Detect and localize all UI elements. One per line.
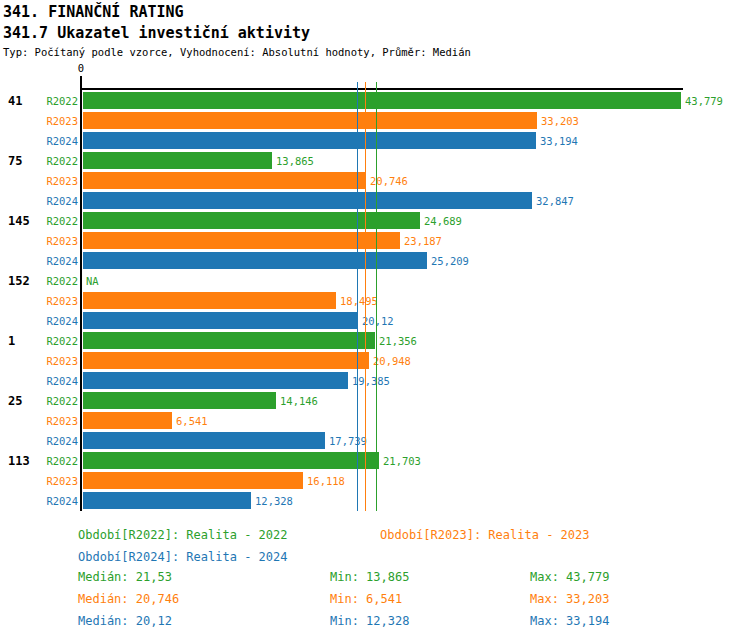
bar-value-label: 18,495 (340, 295, 378, 307)
bar-row-label-r2023: R2023 (36, 475, 78, 487)
group-label-75: 75 (8, 154, 22, 168)
bar-r2024-group-152 (83, 312, 358, 329)
bar-row-label-r2024: R2024 (36, 255, 78, 267)
bar-value-label: 12,328 (255, 495, 293, 507)
bar-value-label: 6,541 (176, 415, 208, 427)
bar-row-label-r2024: R2024 (36, 375, 78, 387)
median-line-r2022 (376, 82, 377, 511)
median-line-r2024 (357, 82, 358, 511)
bar-r2023-group-41 (83, 112, 537, 129)
bar-row-label-r2022: R2022 (36, 155, 78, 167)
bar-row-label-r2024: R2024 (36, 495, 78, 507)
group-label-145: 145 (8, 214, 30, 228)
bar-r2024-group-113 (83, 492, 251, 509)
bar-value-label: 20,12 (362, 315, 394, 327)
bar-value-label: 20,948 (373, 355, 411, 367)
bar-row-label-r2022: R2022 (36, 455, 78, 467)
bar-value-label: 43,779 (685, 95, 723, 107)
bar-row-label-r2024: R2024 (36, 435, 78, 447)
bar-value-label: 24,689 (424, 215, 462, 227)
bar-r2024-group-25 (83, 432, 325, 449)
bar-r2023-group-145 (83, 232, 400, 249)
stat-min-r2022: Min: 13,865 (330, 570, 409, 584)
bar-r2024-group-41 (83, 132, 536, 149)
bar-row-label-r2022: R2022 (36, 95, 78, 107)
median-line-r2023 (365, 82, 366, 511)
bar-value-label: 23,187 (404, 235, 442, 247)
bar-r2022-group-145 (83, 212, 420, 229)
chart-screenshot: 341. FINANČNÍ RATING 341.7 Ukazatel inve… (0, 0, 750, 632)
bar-value-label: 14,146 (280, 395, 318, 407)
x-axis-line (82, 88, 683, 90)
bar-row-label-r2023: R2023 (36, 295, 78, 307)
bar-row-label-r2023: R2023 (36, 355, 78, 367)
bar-r2022-group-75 (83, 152, 272, 169)
group-label-41: 41 (8, 94, 22, 108)
bar-r2023-group-113 (83, 472, 303, 489)
bar-row-label-r2023: R2023 (36, 115, 78, 127)
stat-min-r2024: Min: 12,328 (330, 614, 409, 628)
bar-r2022-group-1 (83, 332, 375, 349)
bar-r2022-group-41 (83, 92, 681, 109)
stat-median-r2023: Medián: 20,746 (78, 592, 179, 606)
chart-subtitle: 341.7 Ukazatel investiční aktivity (3, 24, 310, 42)
bar-value-label: 32,847 (536, 195, 574, 207)
bar-value-na-label: NA (86, 275, 99, 287)
bar-value-label: 13,865 (276, 155, 314, 167)
group-label-152: 152 (8, 274, 30, 288)
stat-max-r2024: Max: 33,194 (530, 614, 609, 628)
bar-value-label: 33,203 (541, 115, 579, 127)
bar-row-label-r2024: R2024 (36, 315, 78, 327)
bar-r2022-group-113 (83, 452, 379, 469)
bar-r2023-group-1 (83, 352, 369, 369)
bar-value-label: 16,118 (307, 475, 345, 487)
bar-row-label-r2023: R2023 (36, 235, 78, 247)
stat-max-r2022: Max: 43,779 (530, 570, 609, 584)
legend-item-r2024: Období[R2024]: Realita - 2024 (78, 550, 288, 564)
bar-r2023-group-152 (83, 292, 336, 309)
bar-value-label: 25,209 (431, 255, 469, 267)
bar-r2024-group-1 (83, 372, 348, 389)
bar-value-label: 21,703 (383, 455, 421, 467)
chart-meta-line: Typ: Počítaný podle vzorce, Vyhodnocení:… (3, 46, 471, 58)
group-label-25: 25 (8, 394, 22, 408)
bar-r2022-group-25 (83, 392, 276, 409)
y-axis-line (80, 88, 82, 511)
bar-value-label: 33,194 (540, 135, 578, 147)
bar-r2023-group-75 (83, 172, 366, 189)
bar-row-label-r2022: R2022 (36, 215, 78, 227)
bar-value-label: 17,739 (329, 435, 367, 447)
bar-r2023-group-25 (83, 412, 172, 429)
bar-row-label-r2022: R2022 (36, 335, 78, 347)
bar-value-label: 21,356 (379, 335, 417, 347)
page-title: 341. FINANČNÍ RATING (3, 3, 184, 21)
bar-row-label-r2024: R2024 (36, 135, 78, 147)
legend-item-r2023: Období[R2023]: Realita - 2023 (380, 528, 590, 542)
bar-row-label-r2022: R2022 (36, 275, 78, 287)
bar-row-label-r2024: R2024 (36, 195, 78, 207)
stat-median-r2022: Medián: 21,53 (78, 570, 172, 584)
legend-item-r2022: Období[R2022]: Realita - 2022 (78, 528, 288, 542)
bar-row-label-r2022: R2022 (36, 395, 78, 407)
x-axis-zero-label: 0 (74, 62, 88, 74)
stat-min-r2023: Min: 6,541 (330, 592, 402, 606)
bar-r2024-group-75 (83, 192, 532, 209)
stat-max-r2023: Max: 33,203 (530, 592, 609, 606)
group-label-1: 1 (8, 334, 15, 348)
bar-row-label-r2023: R2023 (36, 175, 78, 187)
stat-median-r2024: Medián: 20,12 (78, 614, 172, 628)
group-label-113: 113 (8, 454, 30, 468)
bar-row-label-r2023: R2023 (36, 415, 78, 427)
